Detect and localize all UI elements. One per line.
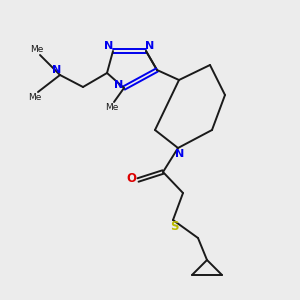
Text: O: O [126, 172, 136, 185]
Text: N: N [176, 149, 184, 159]
Text: Me: Me [105, 103, 119, 112]
Text: Me: Me [28, 94, 42, 103]
Text: S: S [170, 220, 178, 233]
Text: N: N [52, 65, 62, 75]
Text: Me: Me [30, 44, 44, 53]
Text: N: N [146, 41, 154, 51]
Text: N: N [114, 80, 124, 90]
Text: N: N [104, 41, 114, 51]
